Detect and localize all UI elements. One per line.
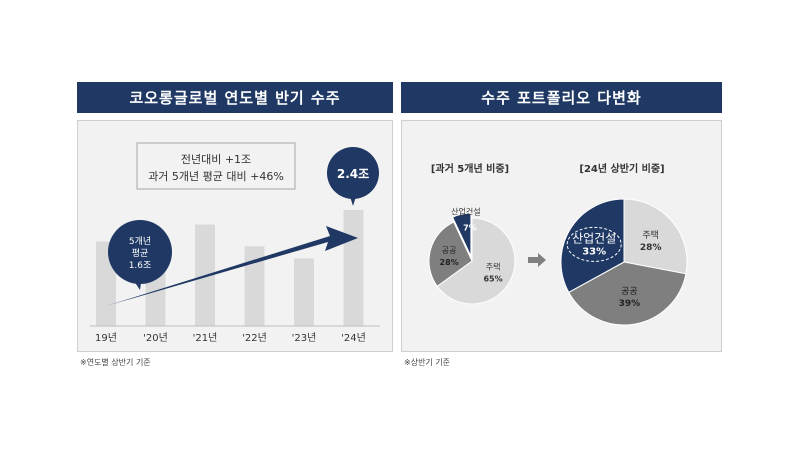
pie2-value-0: 28%: [640, 243, 662, 253]
left-title: 코오롱글로벌 연도별 반기 수주: [77, 82, 393, 113]
pie2-value-1: 39%: [619, 299, 641, 309]
pie2-label-1: 공공: [621, 286, 638, 297]
pie2-label-2: 산업건설: [572, 231, 616, 245]
pie2-title: [24년 상반기 비중]: [579, 162, 664, 175]
left-note: ※연도별 상반기 기준: [80, 358, 151, 367]
right-note: ※상반기 기준: [404, 358, 451, 367]
pie1-value-1: 28%: [440, 258, 459, 267]
callout-line1: 전년대비 +1조: [181, 153, 251, 166]
last-bubble: 2.4조: [327, 147, 379, 206]
pie1-title: [과거 5개년 비중]: [431, 162, 509, 175]
pie1-slice-2: [451, 212, 472, 257]
svg-text:평균: 평균: [132, 248, 149, 259]
x-tick-label: '20년: [143, 332, 168, 344]
pie1-label-1: 공공: [442, 246, 457, 255]
bar-5: [343, 210, 364, 326]
pie1-label-2: 산업건설: [451, 207, 480, 217]
bar-4: [294, 258, 314, 326]
svg-text:2.4조: 2.4조: [337, 167, 369, 181]
x-tick-label: 19년: [95, 332, 117, 344]
x-tick-label: '21년: [193, 332, 218, 344]
growth-arrow: [106, 226, 358, 306]
pie1-slice-1: [428, 221, 473, 287]
pie2-value-2: 33%: [582, 246, 606, 257]
pie1-slice-0: [436, 217, 516, 305]
callout-box: [136, 142, 296, 190]
highlight-ring: [566, 226, 622, 262]
svg-text:1.6조: 1.6조: [129, 261, 152, 271]
avg-bubble: 5개년 평균 1.6조: [108, 220, 172, 290]
right-title: 수주 포트폴리오 다변화: [401, 82, 722, 113]
bar-3: [244, 246, 265, 326]
svg-text:5개년: 5개년: [129, 236, 151, 247]
x-tick-label: '22년: [242, 332, 267, 344]
pie2-slice-0: [623, 198, 688, 275]
bar-1: [145, 268, 166, 326]
callout-line2: 과거 5개년 평균 대비 +46%: [148, 170, 284, 183]
pie1-value-2: 7%: [463, 224, 477, 233]
pie1-label-0: 주택: [486, 262, 501, 272]
x-tick-label: '24년: [341, 332, 366, 344]
x-tick-label: '23년: [292, 332, 317, 344]
pie1-value-0: 65%: [483, 275, 502, 284]
transition-arrow-icon: [528, 253, 546, 267]
pie2-label-0: 주택: [642, 230, 659, 241]
pie2-slice-2: [560, 198, 625, 294]
pie2-slice-1: [568, 261, 687, 326]
